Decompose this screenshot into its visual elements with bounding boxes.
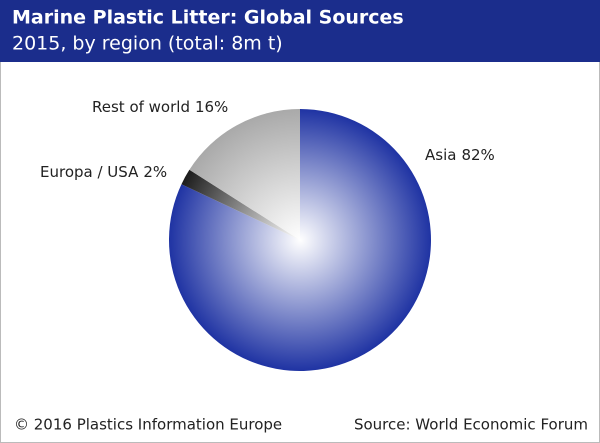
slice-category: Asia <box>425 146 456 164</box>
header-band <box>0 0 600 62</box>
slice-category: Europa / USA <box>40 163 139 181</box>
slice-value: 82% <box>461 146 494 164</box>
slice-value: 2% <box>143 163 167 181</box>
pie <box>169 109 432 371</box>
pie-slice <box>181 169 300 240</box>
slice-label: Europa / USA 2% <box>40 163 167 181</box>
slice-category: Rest of world <box>92 98 190 116</box>
chart-title: Marine Plastic Litter: Global Sources <box>12 7 404 29</box>
source: Source: World Economic Forum <box>354 416 588 434</box>
pie-slice <box>189 109 300 240</box>
copyright: © 2016 Plastics Information Europe <box>14 416 282 434</box>
slice-label: Rest of world 16% <box>92 98 228 116</box>
slice-label: Asia 82% <box>425 146 495 164</box>
chart-subtitle: 2015, by region (total: 8m t) <box>12 33 283 55</box>
slice-value: 16% <box>195 98 228 116</box>
